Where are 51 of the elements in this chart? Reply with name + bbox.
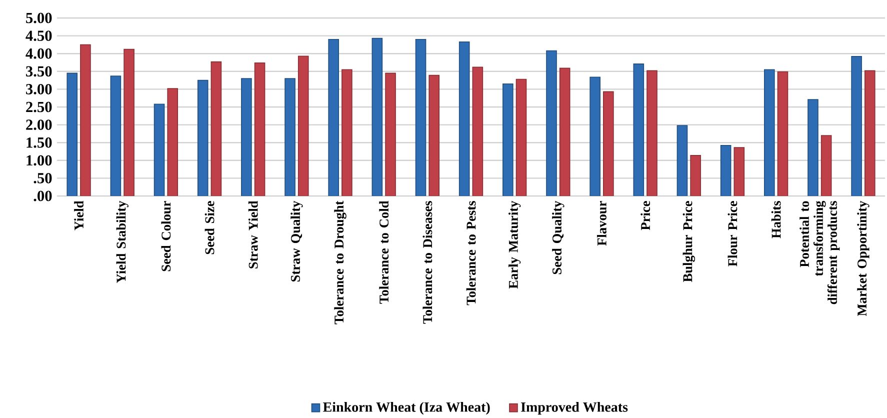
x-tick-label: Potential to transforming different products: [800, 200, 840, 304]
x-tick-label: Market Opportinity: [857, 200, 870, 316]
x-tick-label: Straw Yield: [248, 200, 258, 268]
y-tick-label: 1.50: [26, 137, 52, 148]
y-tick-label: 3.00: [26, 84, 52, 94]
bar: [415, 38, 426, 196]
y-tick-label: 4.50: [26, 30, 52, 41]
y-tick-label: 5.00: [26, 12, 52, 24]
x-tick-label: Seed Quality: [552, 200, 564, 274]
x-tick-label: Tolerance to Pests: [466, 201, 476, 306]
bar: [110, 76, 122, 196]
y-tick-label: 2.50: [26, 102, 52, 112]
x-tick-label: Habits: [771, 201, 781, 238]
y-tick-label: 2.00: [26, 120, 52, 130]
x-tick-label: Early Maturity: [508, 200, 521, 289]
x-tick-label: Bulghur Price: [682, 201, 696, 282]
bar: [372, 38, 383, 196]
x-tick-label: Price: [640, 201, 650, 230]
x-tick-label: Tolerance to Diseases: [422, 201, 432, 324]
bar: [516, 78, 527, 196]
bar: [820, 135, 832, 196]
y-tick-label: 3.50: [26, 66, 52, 77]
legend-label: Improved Wheats: [521, 402, 628, 415]
bar: [210, 61, 222, 196]
bar: [676, 125, 688, 196]
bar: [254, 62, 266, 196]
x-tick-label: Yield Stability: [116, 200, 128, 283]
x-tick-label: Seed Size: [204, 201, 214, 254]
y-tick-label: 4.00: [26, 48, 52, 59]
x-tick-label: Yield: [74, 200, 84, 230]
bar: [559, 68, 570, 196]
x-tick-label: Flavour: [597, 201, 606, 246]
bar: [472, 66, 484, 196]
bar: [546, 50, 557, 196]
x-tick-label: Tolerance to Cold: [379, 200, 389, 304]
x-tick-label: Tolerance to Drought: [334, 200, 346, 324]
x-tick-label: Straw Quality: [290, 200, 303, 282]
y-tick-label: .00: [34, 190, 52, 202]
y-tick-label: 1.00: [26, 155, 52, 166]
bar: [458, 41, 470, 196]
y-tick-label: .50: [34, 173, 52, 184]
bar: [124, 48, 134, 196]
bar: [720, 145, 732, 196]
bar: [633, 64, 644, 196]
x-tick-label: Seed Colour: [161, 201, 171, 272]
bar: [80, 44, 91, 196]
bar: [777, 71, 788, 196]
x-tick-label: Flour Price: [728, 201, 738, 266]
bar: [734, 147, 745, 196]
legend-label: Einkorn Wheat (Iza Wheat): [323, 402, 490, 415]
bar: [154, 104, 165, 196]
